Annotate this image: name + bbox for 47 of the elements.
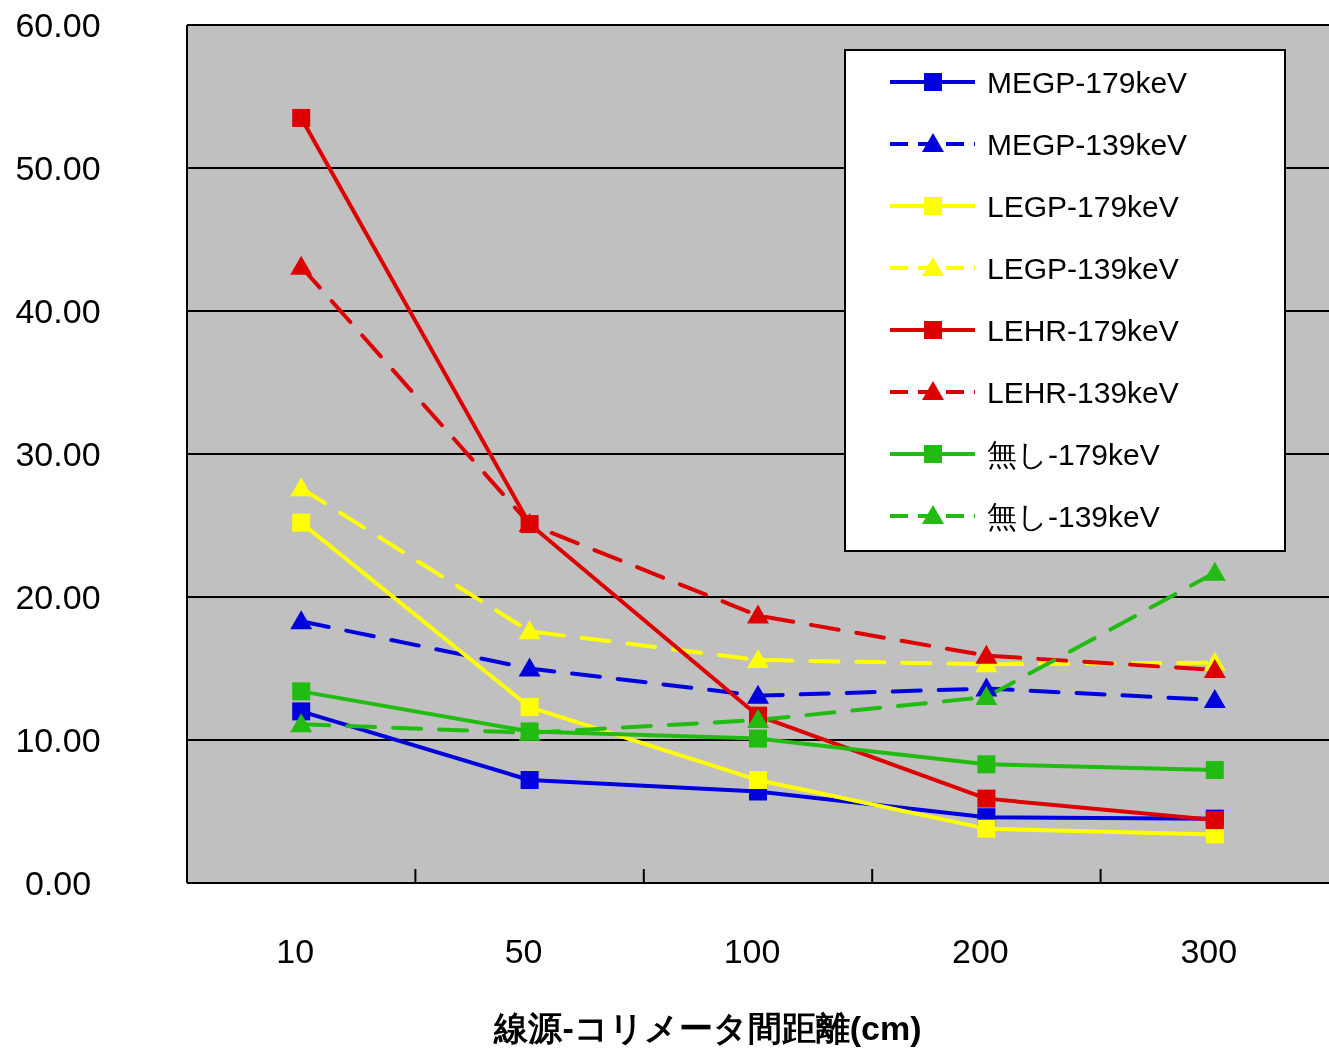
y-tick-label: 10.00 xyxy=(15,721,101,759)
point xyxy=(749,729,767,748)
y-tick-label: 60.00 xyxy=(15,6,101,44)
point xyxy=(1203,688,1226,708)
legend-label: LEHR-179keV xyxy=(987,314,1179,347)
x-tick-label: 200 xyxy=(952,932,1009,970)
point xyxy=(290,610,313,630)
point xyxy=(520,698,539,717)
point xyxy=(292,702,311,721)
point xyxy=(977,755,996,774)
point xyxy=(749,771,767,790)
point xyxy=(518,657,541,677)
x-tick-label: 50 xyxy=(504,932,543,970)
point xyxy=(292,513,311,532)
point xyxy=(290,713,313,733)
point xyxy=(292,682,311,701)
x-tick-label: 100 xyxy=(723,932,781,970)
legend-label: LEGP-139keV xyxy=(987,252,1179,285)
point xyxy=(747,604,769,624)
y-tick-label: 40.00 xyxy=(15,292,101,330)
x-axis-title: 線源-コリメータ間距離(cm) xyxy=(493,1009,922,1047)
point xyxy=(747,684,769,704)
legend-label: 無し-179keV xyxy=(987,438,1160,471)
x-tick-label: 300 xyxy=(1180,932,1238,970)
point xyxy=(977,819,996,838)
point xyxy=(1203,658,1226,678)
x-tick-label: 10 xyxy=(276,932,315,970)
point xyxy=(975,686,998,706)
point xyxy=(518,620,541,640)
point xyxy=(290,477,313,497)
y-tick-label: 20.00 xyxy=(15,578,101,616)
point xyxy=(520,771,539,790)
point xyxy=(747,648,769,668)
legend-label: MEGP-179keV xyxy=(987,66,1188,99)
y-tick-label: 50.00 xyxy=(15,149,101,187)
legend-label: LEHR-139keV xyxy=(987,376,1179,409)
legend-label: MEGP-139keV xyxy=(987,128,1188,161)
legend-label: 無し-139keV xyxy=(987,500,1160,533)
legend-label: LEGP-179keV xyxy=(987,190,1179,223)
y-tick-label: 30.00 xyxy=(15,435,101,473)
y-tick-label: 0.00 xyxy=(24,864,92,902)
point xyxy=(977,789,996,808)
point xyxy=(290,255,313,275)
point xyxy=(1205,761,1224,780)
point xyxy=(292,108,311,127)
point xyxy=(975,644,998,664)
point xyxy=(1203,561,1226,581)
